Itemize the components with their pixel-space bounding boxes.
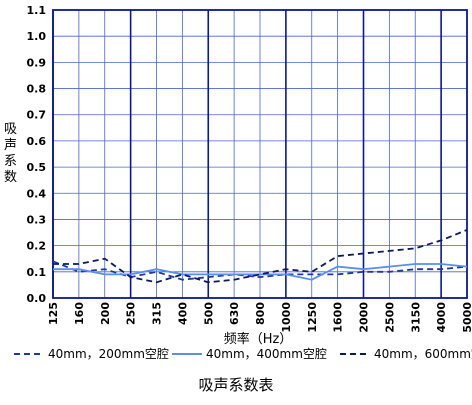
x-tick-label: 1000 — [280, 302, 293, 333]
y-axis-label-char: 系 — [4, 154, 18, 169]
y-tick-labels: 0.0 0.1 0.2 0.3 0.4 0.5 0.6 0.7 0.8 0.9 1.0 1.1 — [27, 4, 47, 305]
y-tick-label: 0.2 — [27, 240, 47, 253]
y-tick-label: 0.6 — [27, 135, 47, 148]
x-tick-label: 400 — [176, 302, 189, 325]
x-tick-label: 125 — [47, 302, 60, 325]
grid — [52, 9, 468, 299]
y-axis-label-char: 声 — [4, 138, 18, 153]
y-axis-label-char: 吸 — [4, 122, 18, 137]
x-tick-label: 4000 — [435, 302, 448, 333]
y-tick-label: 0.1 — [27, 266, 47, 279]
legend-label-3: 40mm，600mm空腔 — [374, 346, 472, 361]
x-tick-labels: 125 160 200 250 315 400 500 630 800 1000 1250 1600 2… — [47, 302, 472, 333]
y-tick-label: 0.9 — [27, 56, 47, 69]
x-tick-label: 200 — [99, 302, 112, 325]
chart-caption: 吸声系数表 — [198, 376, 274, 394]
x-tick-label: 5000 — [461, 302, 472, 333]
y-tick-label: 0.0 — [27, 292, 47, 305]
legend-label-2: 40mm，400mm空腔 — [206, 346, 327, 361]
x-tick-label: 800 — [254, 302, 267, 325]
x-tick-label: 250 — [125, 302, 138, 325]
x-tick-label: 3150 — [409, 302, 422, 333]
series-line-3 — [53, 229, 468, 284]
x-axis-label: 频率（Hz） — [224, 331, 293, 347]
y-tick-label: 0.4 — [27, 187, 47, 200]
legend: 40mm，200mm空腔 40mm，400mm空腔 40mm，600mm空腔 — [14, 346, 472, 361]
x-tick-label: 160 — [73, 302, 86, 325]
series-line-2 — [53, 263, 468, 281]
y-tick-label: 0.8 — [27, 83, 47, 96]
y-axis-label-char: 数 — [4, 170, 18, 185]
y-tick-label: 1.0 — [27, 30, 47, 43]
plot-frame — [52, 9, 468, 299]
series-lines — [52, 229, 468, 284]
x-tick-label: 1250 — [306, 302, 319, 333]
x-tick-label: 2000 — [358, 302, 371, 333]
x-tick-label: 2500 — [383, 302, 396, 333]
y-tick-label: 1.1 — [27, 4, 47, 17]
y-tick-label: 0.7 — [27, 109, 47, 122]
y-tick-label: 0.5 — [27, 161, 47, 174]
y-tick-label: 0.3 — [27, 213, 47, 226]
x-tick-label: 1600 — [332, 302, 345, 333]
legend-label-1: 40mm，200mm空腔 — [48, 346, 169, 361]
x-tick-label: 500 — [202, 302, 215, 325]
x-tick-label: 630 — [228, 302, 241, 325]
x-tick-label: 315 — [151, 302, 164, 325]
